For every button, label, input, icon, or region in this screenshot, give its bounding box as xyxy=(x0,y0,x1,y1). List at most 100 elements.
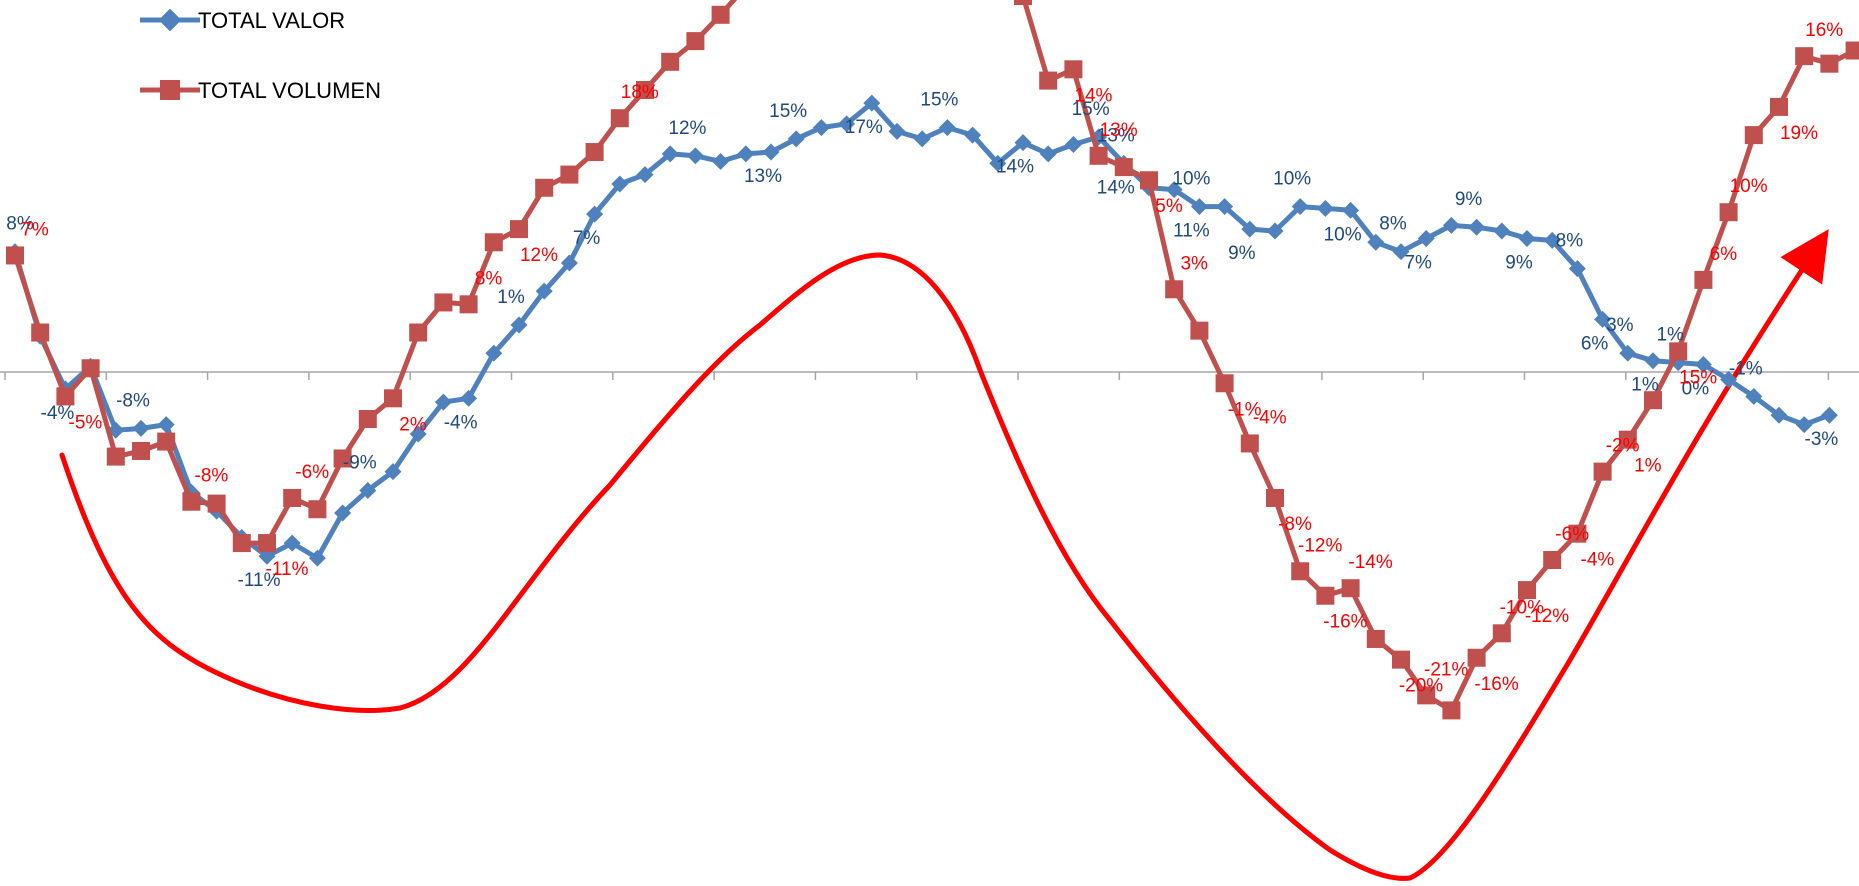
data-point xyxy=(711,5,730,24)
data-point xyxy=(1644,391,1662,410)
data-label: 15% xyxy=(1679,367,1717,388)
data-label: -8% xyxy=(116,390,150,411)
data-label: -16% xyxy=(1323,612,1367,633)
series-total-volumen xyxy=(6,0,1859,720)
data-point xyxy=(1492,624,1511,643)
data-label: 8% xyxy=(1379,214,1407,235)
data-point xyxy=(1266,488,1284,507)
data-label: 10% xyxy=(1172,169,1210,190)
data-point xyxy=(6,246,24,265)
data-point xyxy=(31,323,50,342)
data-label: 1% xyxy=(1631,375,1659,396)
legend-marker-total-valor xyxy=(158,8,182,32)
data-point xyxy=(1442,701,1461,720)
data-point xyxy=(661,145,679,163)
data-label: 8% xyxy=(1556,231,1584,252)
data-label: 18% xyxy=(621,82,659,103)
data-label: -5% xyxy=(69,412,103,433)
data-label: 13% xyxy=(1100,120,1138,141)
data-label: -8% xyxy=(1278,514,1312,535)
data-point xyxy=(964,126,982,144)
data-point xyxy=(409,425,427,443)
data-label: 14% xyxy=(996,157,1034,178)
data-point xyxy=(157,432,176,451)
data-point xyxy=(1669,342,1688,361)
data-point xyxy=(535,282,553,300)
data-point xyxy=(1820,406,1838,424)
data-point xyxy=(686,147,704,165)
data-point xyxy=(535,178,554,197)
legend-item-total-volumen: TOTAL VOLUMEN xyxy=(140,78,381,103)
legend: TOTAL VALOR TOTAL VOLUMEN xyxy=(140,8,381,103)
data-point xyxy=(611,175,629,193)
data-point xyxy=(1014,0,1032,5)
data-point xyxy=(485,344,503,362)
data-label: -4% xyxy=(444,412,478,433)
data-point xyxy=(1114,158,1133,177)
data-point xyxy=(661,52,680,71)
data-label: 15% xyxy=(1072,99,1110,120)
data-point xyxy=(1215,374,1234,393)
data-label: -12% xyxy=(1298,535,1342,556)
data-point xyxy=(1770,97,1788,116)
data-point xyxy=(737,145,755,163)
data-point xyxy=(384,389,402,408)
data-label: -8% xyxy=(195,466,229,487)
data-label: 10% xyxy=(1273,169,1311,190)
data-point xyxy=(1064,136,1082,154)
data-point xyxy=(585,143,604,162)
data-point xyxy=(1468,218,1486,236)
data-point xyxy=(333,449,352,468)
data-label: 1% xyxy=(497,287,525,308)
data-point xyxy=(1744,126,1763,145)
data-point xyxy=(56,387,75,406)
data-point xyxy=(1795,47,1814,66)
data-point xyxy=(182,492,201,511)
data-point xyxy=(560,254,578,272)
data-label: 7% xyxy=(1404,253,1432,274)
data-label: 17% xyxy=(845,117,883,138)
data-point xyxy=(384,463,402,481)
series-total-valor xyxy=(6,94,1838,567)
data-label: 5% xyxy=(1155,196,1183,217)
data-label: -12% xyxy=(1525,606,1569,627)
data-point xyxy=(610,109,629,128)
data-point xyxy=(258,534,276,553)
data-label: -11% xyxy=(238,570,281,591)
data-point xyxy=(1417,686,1436,705)
data-point xyxy=(863,94,881,112)
data-point xyxy=(1568,524,1587,543)
data-label: -21% xyxy=(1424,659,1468,680)
data-point xyxy=(1165,280,1184,299)
data-point xyxy=(1493,222,1511,240)
data-point xyxy=(484,233,503,252)
data-point xyxy=(913,130,931,148)
data-point xyxy=(838,115,856,133)
data-point xyxy=(308,549,326,567)
data-label: 8% xyxy=(475,268,503,289)
data-point xyxy=(1039,145,1057,163)
data-point xyxy=(938,119,956,137)
data-point xyxy=(358,410,377,428)
data-label: 15% xyxy=(769,101,807,122)
data-point xyxy=(207,494,226,513)
data-label: -11% xyxy=(266,559,309,580)
label-layer: 8%-4%-8%-11%-9%-4%1%7%12%13%15%17%15%14%… xyxy=(6,20,1843,696)
data-point xyxy=(1593,462,1612,481)
data-point xyxy=(359,481,377,499)
data-label: 1% xyxy=(1656,325,1684,346)
data-point xyxy=(460,389,478,407)
data-point xyxy=(1190,321,1209,340)
data-point xyxy=(712,152,730,170)
data-point xyxy=(1240,434,1259,453)
data-point xyxy=(1820,54,1839,73)
data-point xyxy=(586,205,604,223)
data-point xyxy=(636,81,654,99)
data-point xyxy=(1518,581,1536,600)
data-label: 19% xyxy=(1780,123,1818,144)
data-point xyxy=(1417,230,1435,248)
data-point xyxy=(283,534,301,552)
data-point xyxy=(1644,352,1662,370)
data-point xyxy=(308,500,327,519)
